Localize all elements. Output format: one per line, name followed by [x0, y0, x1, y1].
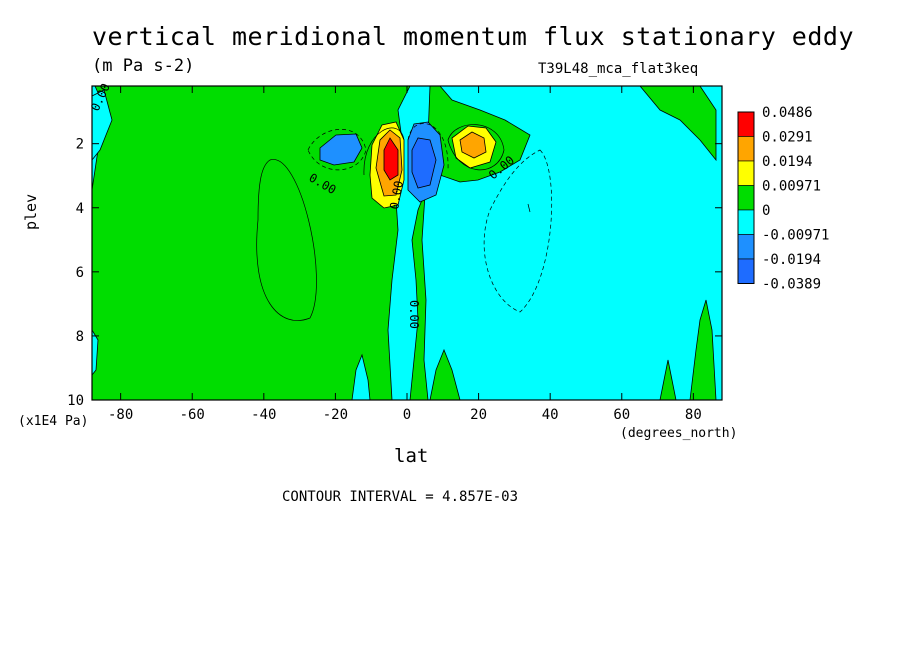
legend-swatch [737, 136, 755, 162]
contour-positive-northern [447, 124, 505, 171]
x-tick-label: 0 [403, 407, 411, 423]
contour-negative-southern [307, 129, 367, 171]
region-positive-southern [91, 85, 411, 401]
x-tick-label: -20 [323, 407, 348, 423]
contour-dipole-negative [407, 123, 449, 171]
contour-lines [256, 123, 552, 321]
x-tick-label: 80 [685, 407, 702, 423]
legend-swatch [737, 160, 755, 186]
x-tick-label: 40 [542, 407, 559, 423]
legend-level-label: 0.00971 [762, 179, 821, 195]
x-tick-label: 20 [470, 407, 487, 423]
region-positive-red [383, 137, 399, 181]
region-positive-northern-orange [459, 131, 487, 159]
legend-swatch [737, 185, 755, 211]
legend-swatch [737, 258, 755, 284]
run-label: T39L48_mca_flat3keq [538, 61, 699, 77]
legend-swatch [737, 111, 755, 137]
x-tick-label: 60 [613, 407, 630, 423]
x-axis-label: lat [394, 445, 429, 467]
region-negative-southern-blob [319, 133, 363, 166]
legend-level-label: 0.0486 [762, 105, 813, 121]
legend-level-label: -0.0389 [762, 277, 821, 293]
y-tick-label: 8 [76, 329, 84, 345]
contour-positive-southern [256, 159, 317, 321]
x-tick-label: -60 [180, 407, 205, 423]
y-tick-label: 2 [76, 137, 84, 153]
legend-level-label: -0.0194 [762, 252, 821, 268]
y-tick-label: 6 [76, 265, 84, 281]
chart-units: (m Pa s-2) [92, 56, 195, 76]
legend-frame [737, 111, 755, 284]
x-axis-units: (degrees_north) [620, 426, 738, 441]
region-positive-arctic [639, 85, 717, 162]
contour-tiny-northern [527, 203, 531, 213]
legend-level-label: 0.0291 [762, 130, 813, 146]
legend-swatch [737, 234, 755, 260]
contour-label: 0.00 [387, 180, 406, 211]
legend-level-label: 0.0194 [762, 154, 813, 170]
x-tick-label: -40 [251, 407, 276, 423]
legend-level-label: 0 [762, 203, 770, 219]
contour-label: 0.00 [407, 300, 421, 329]
x-tick-label: -80 [108, 407, 133, 423]
contour-dipole-positive [363, 127, 405, 176]
legend-level-label: -0.00971 [762, 228, 829, 244]
y-tick-label: 10 [67, 393, 84, 409]
region-negative-darkblue [411, 137, 437, 189]
y-axis-units: (x1E4 Pa) [18, 414, 89, 429]
chart-title: vertical meridional momentum flux statio… [92, 22, 855, 51]
y-tick-label: 4 [76, 201, 84, 217]
contour-interval-note: CONTOUR INTERVAL = 4.857E-03 [282, 489, 519, 505]
legend-swatch [737, 209, 755, 235]
